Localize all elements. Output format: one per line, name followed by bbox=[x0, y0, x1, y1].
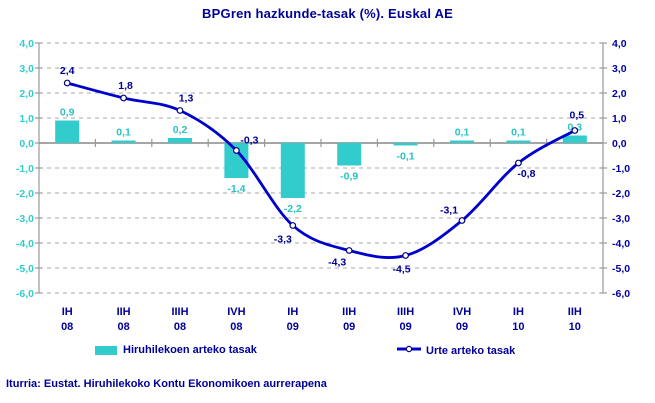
legend-label-annual: Urte arteko tasak bbox=[426, 344, 516, 357]
y-tick-label-left: -1,0 bbox=[16, 163, 34, 175]
y-tick-label-right: 1,0 bbox=[612, 113, 627, 125]
trend-line bbox=[66, 81, 576, 259]
y-tick-label-left: -4,0 bbox=[16, 238, 34, 250]
legend-item-quarterly: Hiruhilekoen arteko tasak bbox=[95, 344, 257, 356]
y-tick-label-right: 3,0 bbox=[612, 63, 627, 75]
x-category-label: IH bbox=[513, 306, 524, 318]
line-value-label: -0,3 bbox=[240, 135, 258, 147]
y-tick-label-left: -5,0 bbox=[16, 263, 34, 275]
y-tick-label-right: -4,0 bbox=[612, 238, 630, 250]
bar bbox=[337, 143, 362, 166]
line-marker bbox=[515, 159, 522, 167]
bar bbox=[562, 135, 587, 143]
line-marker bbox=[120, 94, 127, 102]
line-marker bbox=[176, 107, 184, 114]
bar bbox=[55, 120, 80, 143]
x-category-label: IIIH bbox=[397, 306, 414, 318]
x-category-label: IH bbox=[287, 306, 298, 318]
bar-value-label: 0,9 bbox=[60, 107, 75, 119]
x-category-label: IVH bbox=[453, 306, 471, 318]
bar bbox=[280, 143, 305, 198]
line-marker bbox=[289, 222, 297, 229]
bar-value-label: 0,1 bbox=[511, 127, 526, 139]
line-series-sample bbox=[397, 344, 421, 357]
x-category-year-label: 10 bbox=[512, 321, 524, 333]
y-tick-label-right: -2,0 bbox=[612, 188, 630, 200]
line-value-label: -4,5 bbox=[393, 264, 411, 276]
bar bbox=[506, 140, 531, 143]
x-category-label: IVH bbox=[227, 306, 245, 318]
y-tick-label-right: -6,0 bbox=[612, 288, 630, 300]
line-marker bbox=[345, 247, 353, 254]
bar-value-label: -1,4 bbox=[227, 183, 245, 195]
chart-title: BPGren hazkunde-tasak (%). Euskal AE bbox=[202, 6, 453, 21]
source-note: Iturria: Eustat. Hiruhilekoko Kontu Ekon… bbox=[6, 378, 327, 390]
bar bbox=[393, 143, 418, 146]
line-value-label: 1,3 bbox=[179, 93, 194, 105]
bar-value-label: 0,1 bbox=[455, 127, 470, 139]
bar-value-label: 0,2 bbox=[173, 124, 188, 136]
line-value-label: -3,3 bbox=[274, 234, 292, 246]
line-marker bbox=[232, 147, 240, 154]
x-category-year-label: 09 bbox=[343, 321, 355, 333]
x-category-label: IIH bbox=[117, 306, 131, 318]
line-marker bbox=[402, 252, 410, 259]
x-category-year-label: 08 bbox=[174, 321, 186, 333]
x-category-year-label: 09 bbox=[399, 321, 411, 333]
bar-value-label: -0,1 bbox=[397, 151, 415, 163]
x-category-year-label: 10 bbox=[569, 321, 581, 333]
line-value-label: -0,8 bbox=[517, 168, 535, 180]
bar-series-swatch bbox=[95, 345, 117, 355]
x-category-year-label: 08 bbox=[230, 321, 242, 333]
y-tick-label-left: 1,0 bbox=[19, 113, 34, 125]
line-value-label: 2,4 bbox=[60, 65, 75, 77]
y-tick-label-right: -3,0 bbox=[612, 213, 630, 225]
y-tick-label-left: 4,0 bbox=[19, 38, 34, 50]
y-tick-label-left: 3,0 bbox=[19, 63, 34, 75]
y-tick-label-left: -2,0 bbox=[16, 188, 34, 200]
y-tick-label-right: 2,0 bbox=[612, 88, 627, 100]
y-tick-label-left: 0,0 bbox=[19, 138, 34, 150]
y-tick-label-left: -6,0 bbox=[16, 288, 34, 300]
x-category-label: IIIH bbox=[171, 306, 188, 318]
line-marker bbox=[458, 217, 466, 224]
x-category-label: IIH bbox=[342, 306, 356, 318]
bar-value-label: 0,1 bbox=[116, 127, 131, 139]
legend-item-annual: Urte arteko tasak bbox=[397, 344, 515, 357]
line-marker bbox=[63, 79, 71, 87]
bar bbox=[450, 140, 474, 143]
x-category-year-label: 08 bbox=[117, 321, 129, 333]
x-category-label: IH bbox=[62, 306, 73, 318]
bar-value-label: -0,9 bbox=[340, 171, 358, 183]
y-tick-label-right: -5,0 bbox=[612, 263, 630, 275]
y-tick-label-right: -1,0 bbox=[612, 163, 630, 175]
x-category-year-label: 09 bbox=[456, 321, 468, 333]
x-category-year-label: 08 bbox=[61, 321, 73, 333]
legend-label-quarterly: Hiruhilekoen arteko tasak bbox=[123, 344, 257, 356]
plot-area: 4,0 4,0 3,0 3,0 2,0 2,0 1,0 1,0 0,0 0,0 -1,0 -1,0 -2… bbox=[16, 38, 630, 333]
y-tick-label-right: 4,0 bbox=[612, 38, 627, 50]
bar-value-label: -2,2 bbox=[284, 203, 302, 215]
line-value-label: 0,5 bbox=[569, 110, 584, 122]
bar bbox=[168, 138, 192, 143]
line-value-label: -4,3 bbox=[328, 257, 346, 269]
x-category-label: IIH bbox=[568, 306, 582, 318]
x-category-year-label: 09 bbox=[287, 321, 299, 333]
line-value-label: 1,8 bbox=[118, 80, 133, 92]
line-marker bbox=[571, 127, 579, 134]
bar bbox=[111, 140, 136, 143]
y-tick-label-left: -3,0 bbox=[16, 213, 34, 225]
line-value-label: -3,1 bbox=[440, 205, 458, 217]
y-tick-label-left: 2,0 bbox=[19, 88, 34, 100]
y-tick-label-right: 0,0 bbox=[612, 138, 627, 150]
